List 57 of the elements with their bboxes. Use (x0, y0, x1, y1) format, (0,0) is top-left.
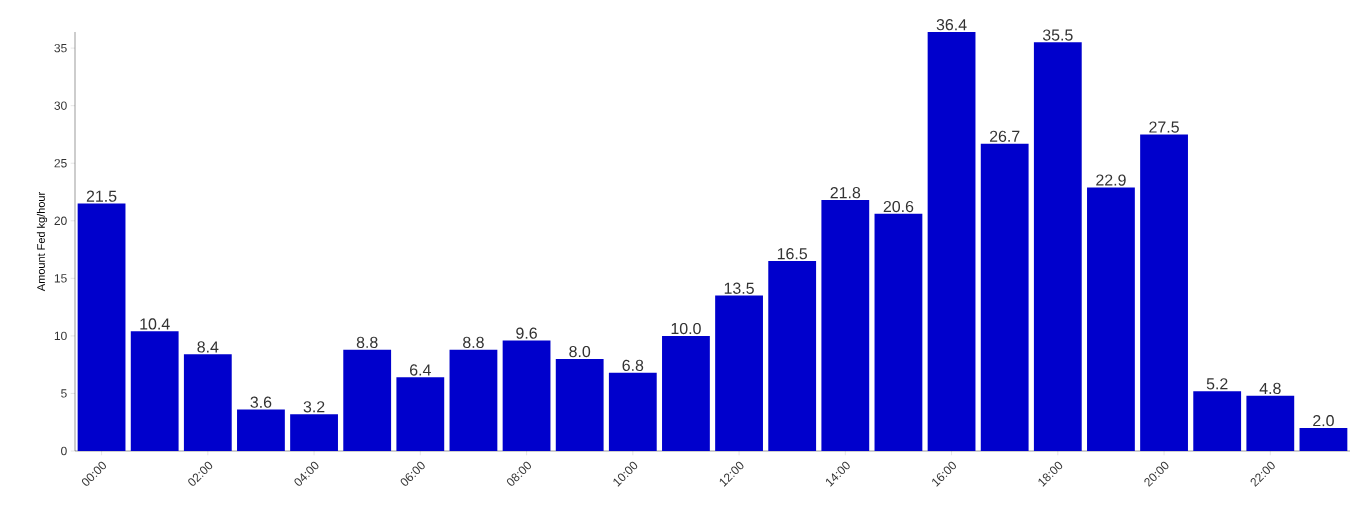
bar (502, 340, 551, 451)
y-tick-label: 30 (54, 101, 67, 110)
data-label: 5.2 (1206, 378, 1228, 390)
data-label: 35.5 (1042, 29, 1073, 41)
bar (449, 349, 498, 451)
y-tick-label: 25 (54, 158, 67, 168)
data-label: 20.6 (883, 200, 914, 213)
data-label: 10.0 (671, 322, 701, 335)
bar (608, 372, 657, 451)
data-label: 27.5 (1149, 121, 1179, 133)
y-tick-label: 10 (54, 331, 67, 341)
data-label: 6.8 (622, 359, 644, 372)
bar (768, 261, 817, 451)
y-tick-label: 20 (54, 216, 67, 225)
data-label: 16.5 (777, 248, 808, 260)
data-label: 2.0 (1313, 415, 1334, 427)
data-label: 13.5 (724, 282, 754, 294)
bar (1087, 187, 1135, 451)
data-label: 22.9 (1096, 174, 1126, 186)
data-label: 8.0 (569, 345, 591, 358)
data-label: 8.4 (197, 341, 219, 353)
bar (662, 335, 710, 451)
data-label: 9.6 (516, 327, 537, 339)
data-label: 10.4 (140, 318, 170, 330)
bar (183, 354, 232, 451)
y-tick-label: 5 (61, 389, 67, 398)
data-label: 3.2 (303, 401, 325, 413)
y-tick-label: 15 (54, 274, 67, 283)
data-label: 36.4 (936, 19, 967, 31)
y-tick-label: 0 (61, 446, 67, 456)
bar (715, 295, 763, 451)
data-label: 3.6 (250, 396, 272, 408)
bar (1033, 42, 1082, 451)
bar (77, 203, 126, 451)
bar (1140, 134, 1188, 451)
data-label: 6.4 (410, 364, 431, 376)
data-label: 21.8 (830, 187, 861, 199)
data-label: 26.7 (989, 130, 1020, 142)
bar (874, 213, 923, 451)
bar (980, 143, 1029, 451)
data-label: 8.8 (356, 336, 378, 348)
bar (1193, 391, 1242, 451)
data-label: 4.8 (1259, 382, 1281, 395)
bar (130, 331, 179, 451)
bar (555, 358, 604, 451)
data-label: 8.8 (463, 336, 484, 348)
bar (1299, 427, 1348, 451)
y-axis-title: Amount Fed kg/hour (36, 192, 48, 292)
bar (821, 200, 870, 451)
bar (290, 414, 338, 451)
bar (237, 409, 285, 451)
bar (343, 349, 392, 451)
data-label: 21.5 (86, 190, 117, 202)
y-tick-label: 35 (54, 43, 67, 53)
bar (396, 377, 445, 451)
bar (1246, 395, 1295, 451)
bar (927, 32, 976, 451)
